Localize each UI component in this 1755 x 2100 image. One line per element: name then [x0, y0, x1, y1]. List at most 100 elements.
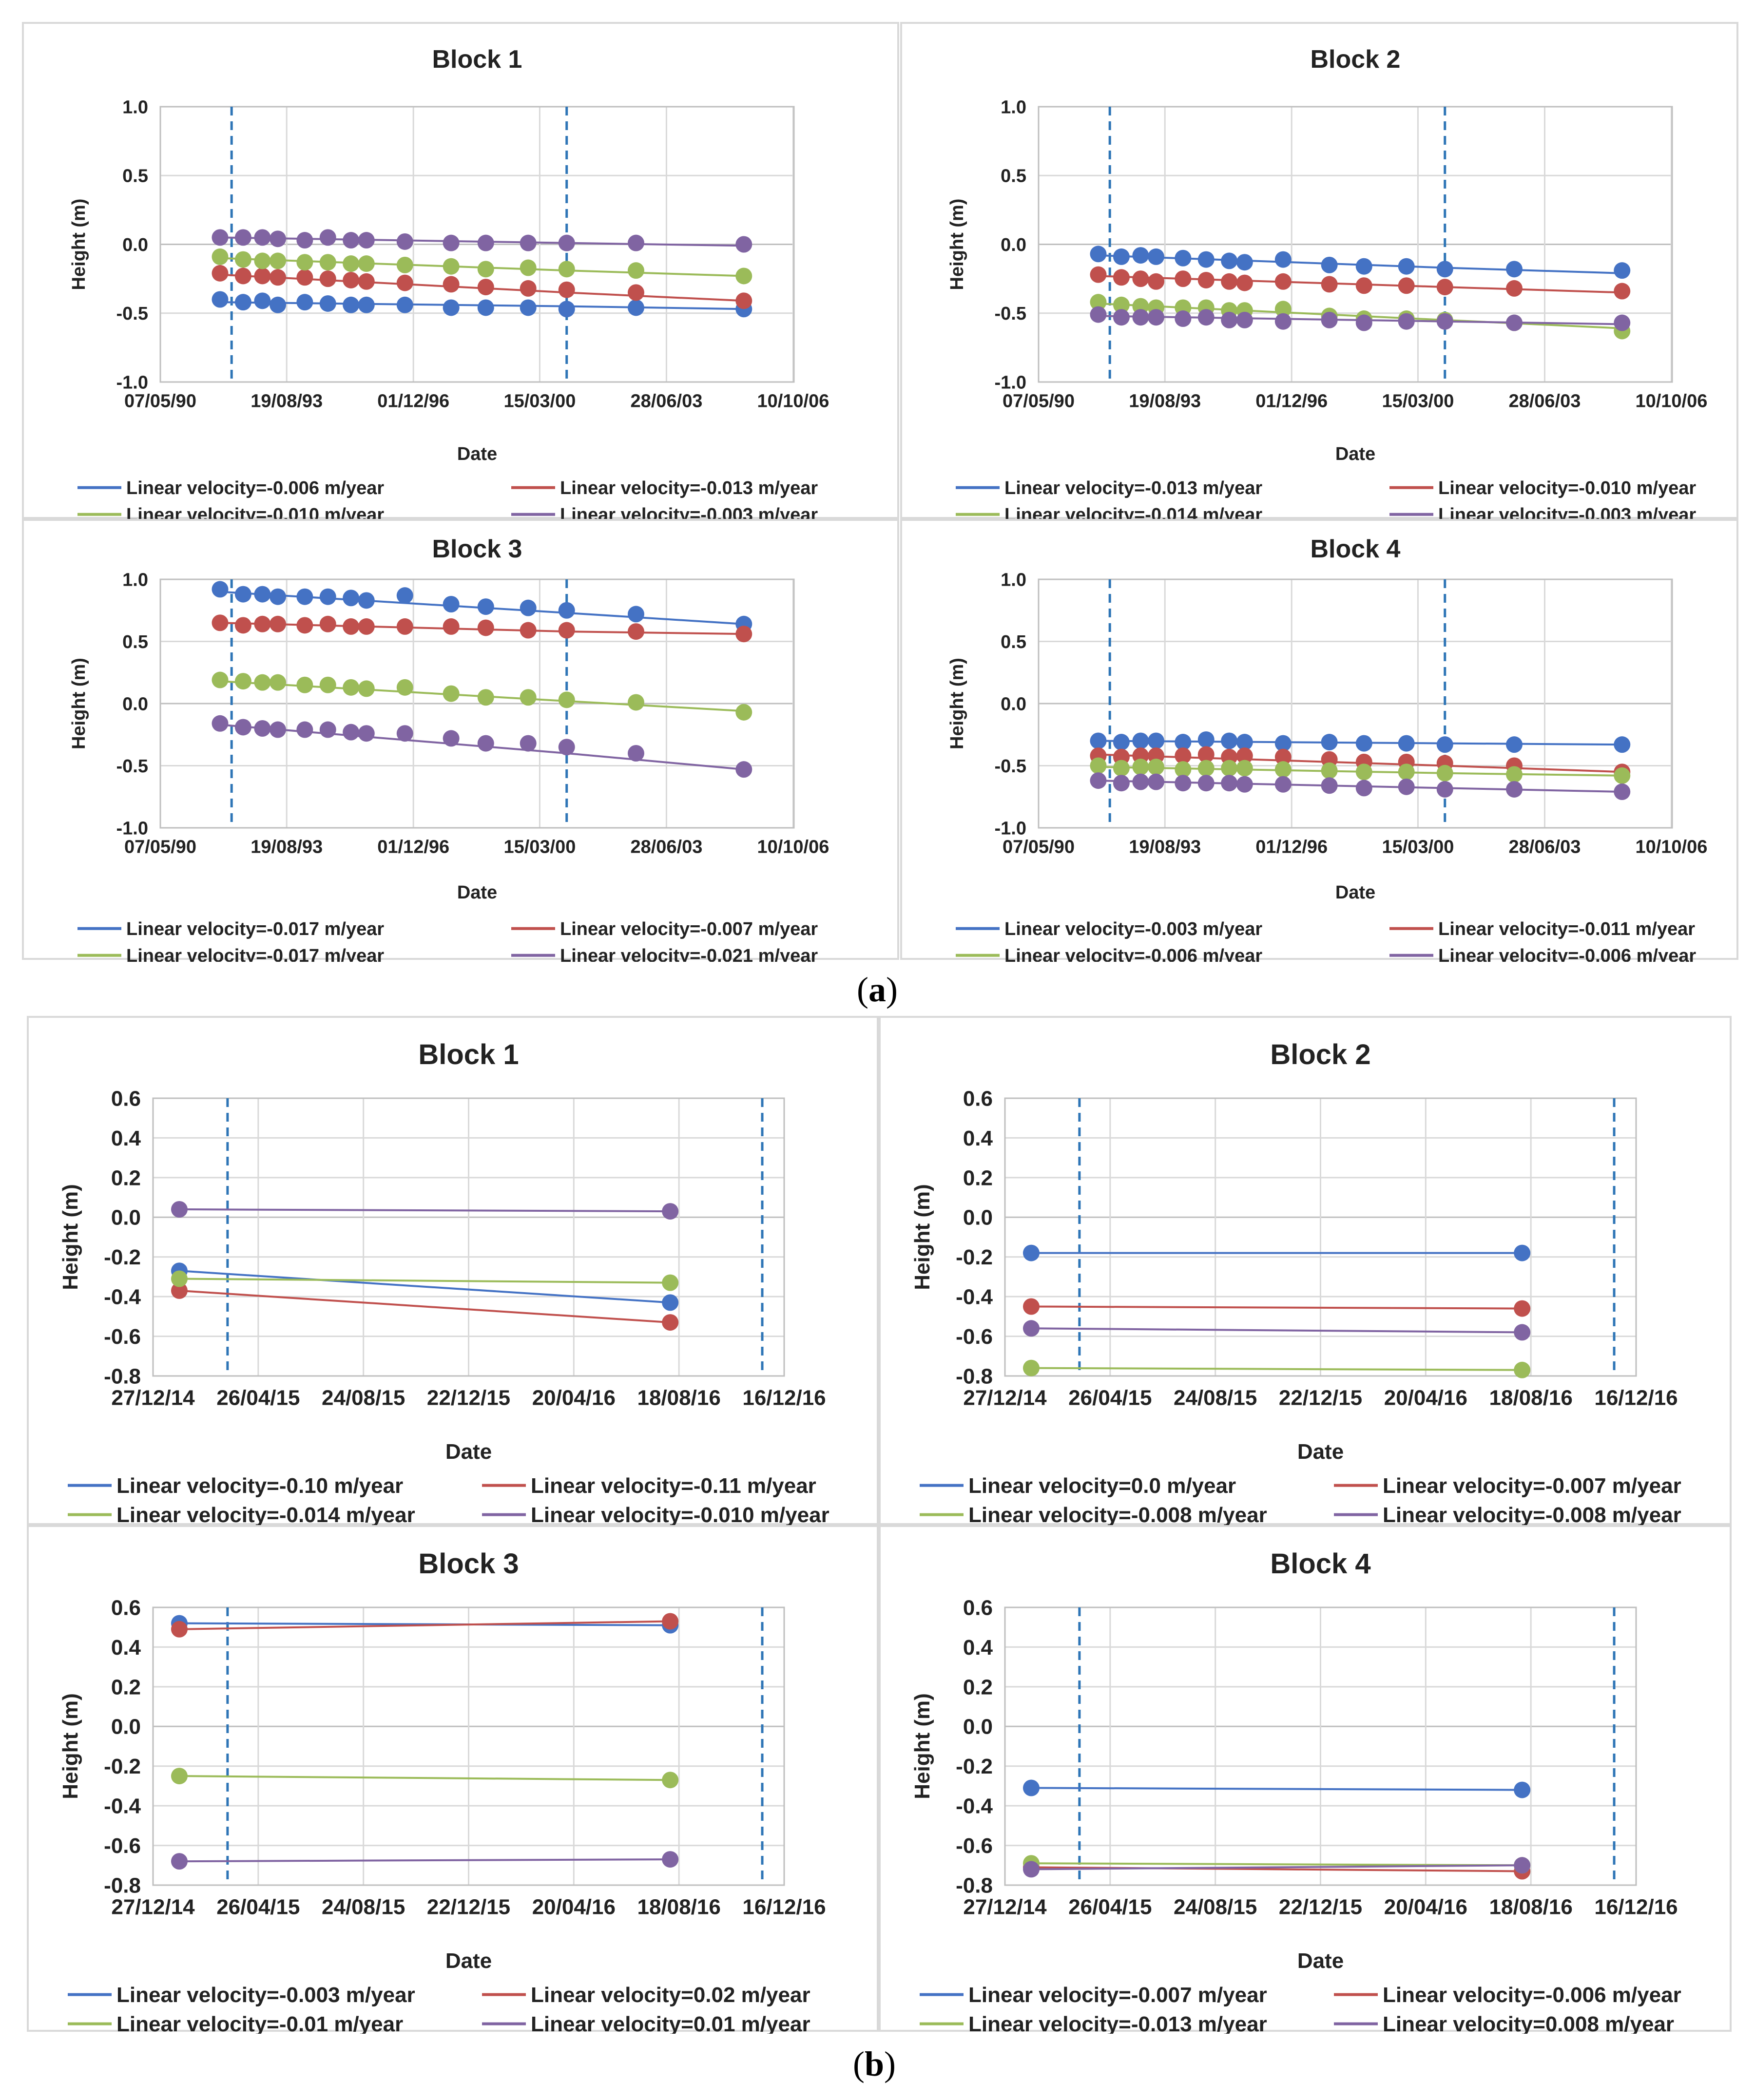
x-tick-label: 01/12/96	[377, 837, 449, 857]
y-tick-label: -0.8	[956, 1873, 993, 1897]
data-point-purple	[1090, 772, 1107, 789]
data-point-blue	[270, 588, 287, 605]
chart-b-block-1: Block 1 0.6 0.4 0.2 0.0 -0.2 -0.4 -0.6 -0.8 27/12…	[27, 1016, 879, 1527]
figure-label-a: (a)	[857, 970, 898, 1009]
data-point-purple	[1436, 781, 1453, 798]
data-point-green	[477, 261, 494, 278]
data-point-green	[234, 673, 251, 690]
chart-title: Block 3	[418, 1548, 519, 1580]
data-point-purple	[1355, 780, 1372, 797]
data-point-green	[1221, 760, 1238, 777]
legend-label: Linear velocity=-0.021 m/year	[560, 946, 818, 962]
y-tick-label: -0.5	[995, 304, 1026, 324]
data-point-purple	[319, 721, 336, 738]
data-point-red	[520, 280, 537, 297]
data-point-green	[254, 674, 271, 691]
x-tick-label: 01/12/96	[377, 391, 449, 411]
data-point-blue	[1436, 261, 1453, 278]
x-tick-label: 20/04/16	[532, 1895, 616, 1919]
legend-label: Linear velocity=-0.014 m/year	[1004, 505, 1262, 521]
series-fit-line-purple	[1031, 1864, 1523, 1871]
data-point-green	[443, 258, 460, 275]
data-point-red	[1614, 283, 1631, 300]
data-point-purple	[270, 230, 287, 248]
data-point-green	[520, 689, 537, 706]
chart-svg: Block 2 0.6 0.4 0.2 0.0 -0.2 -0.4 -0.6 -0.827/12…	[910, 1039, 1681, 1527]
x-tick-label: 10/10/06	[757, 837, 829, 857]
data-point-blue	[1197, 731, 1215, 748]
x-tick-label: 20/04/16	[532, 1386, 616, 1410]
data-point-green	[270, 252, 287, 269]
data-point-blue	[1221, 252, 1238, 269]
data-point-red	[358, 273, 375, 290]
data-point-blue	[443, 596, 460, 612]
data-point-purple	[1514, 1324, 1531, 1341]
y-tick-label: 1.0	[122, 570, 148, 590]
data-point-purple	[319, 229, 336, 246]
x-tick-label: 07/05/90	[1003, 837, 1075, 857]
data-point-blue	[1197, 251, 1215, 268]
data-point-green	[270, 674, 287, 691]
x-axis-title: Date	[457, 882, 497, 903]
data-point-red	[254, 267, 271, 285]
series-fit-line-blue	[1031, 1787, 1523, 1791]
data-point-purple	[520, 234, 537, 251]
data-point-red	[270, 269, 287, 286]
data-point-red	[270, 615, 287, 632]
data-point-green	[1274, 301, 1292, 318]
x-tick-label: 27/12/14	[111, 1895, 195, 1919]
data-point-purple	[296, 721, 313, 738]
data-point-purple	[662, 1203, 679, 1220]
data-point-purple	[443, 730, 460, 747]
data-point-green	[212, 671, 229, 688]
data-point-purple	[1274, 776, 1292, 793]
data-point-purple	[627, 745, 644, 762]
chart-svg: Block 2 1.0 0.5 0.0 -0.5 -1.007/05/90 19/08/93…	[947, 45, 1707, 521]
data-point-purple	[735, 761, 752, 778]
data-point-green	[319, 254, 336, 271]
data-point-blue	[358, 296, 375, 313]
data-point-blue	[1505, 736, 1523, 753]
x-tick-label: 15/03/00	[503, 837, 576, 857]
x-tick-label: 26/04/15	[216, 1895, 300, 1919]
legend-label: Linear velocity=-0.013 m/year	[1004, 478, 1262, 498]
y-axis-title: Height (m)	[910, 1693, 934, 1799]
y-tick-label: -1.0	[116, 372, 148, 393]
data-point-blue	[1505, 261, 1523, 278]
data-point-green	[1022, 1359, 1040, 1376]
data-point-purple	[212, 715, 229, 732]
y-axis-title: Height (m)	[910, 1184, 934, 1290]
figure-label-b: (b)	[853, 2044, 896, 2083]
data-point-red	[343, 271, 360, 288]
data-point-blue	[1090, 246, 1107, 263]
data-point-blue	[343, 590, 360, 607]
legend-label: Linear velocity=-0.011 m/year	[1438, 919, 1695, 939]
data-point-blue	[662, 1294, 679, 1311]
data-point-purple	[1505, 781, 1523, 798]
chart-svg: Block 1 1.0 0.5 0.0 -0.5 -1.007/05/90 19/08/93…	[69, 45, 829, 521]
chart-title: Block 2	[1311, 45, 1401, 74]
x-tick-label: 19/08/93	[1129, 837, 1201, 857]
y-tick-label: -0.6	[956, 1325, 993, 1349]
data-point-blue	[343, 296, 360, 313]
data-point-blue	[1514, 1244, 1531, 1261]
data-point-blue	[1398, 735, 1415, 752]
data-point-red	[396, 618, 413, 635]
data-point-purple	[396, 725, 413, 742]
legend-label: Linear velocity=-0.006 m/year	[1438, 946, 1696, 962]
chart-title: Block 4	[1270, 1548, 1370, 1580]
data-point-green	[358, 680, 375, 697]
legend-label: Linear velocity=0.0 m/year	[968, 1474, 1236, 1498]
x-tick-label: 19/08/93	[251, 837, 323, 857]
data-point-green	[558, 691, 575, 708]
chart-title: Block 4	[1311, 535, 1401, 563]
data-point-green	[234, 251, 251, 268]
data-point-red	[1221, 273, 1238, 290]
x-tick-label: 28/06/03	[630, 837, 702, 857]
legend-label: Linear velocity=-0.007 m/year	[968, 1983, 1267, 2007]
plot-area	[159, 106, 795, 383]
data-point-red	[296, 617, 313, 634]
data-point-purple	[1148, 773, 1165, 790]
data-point-green	[1514, 1361, 1531, 1378]
data-point-red	[1398, 277, 1415, 294]
